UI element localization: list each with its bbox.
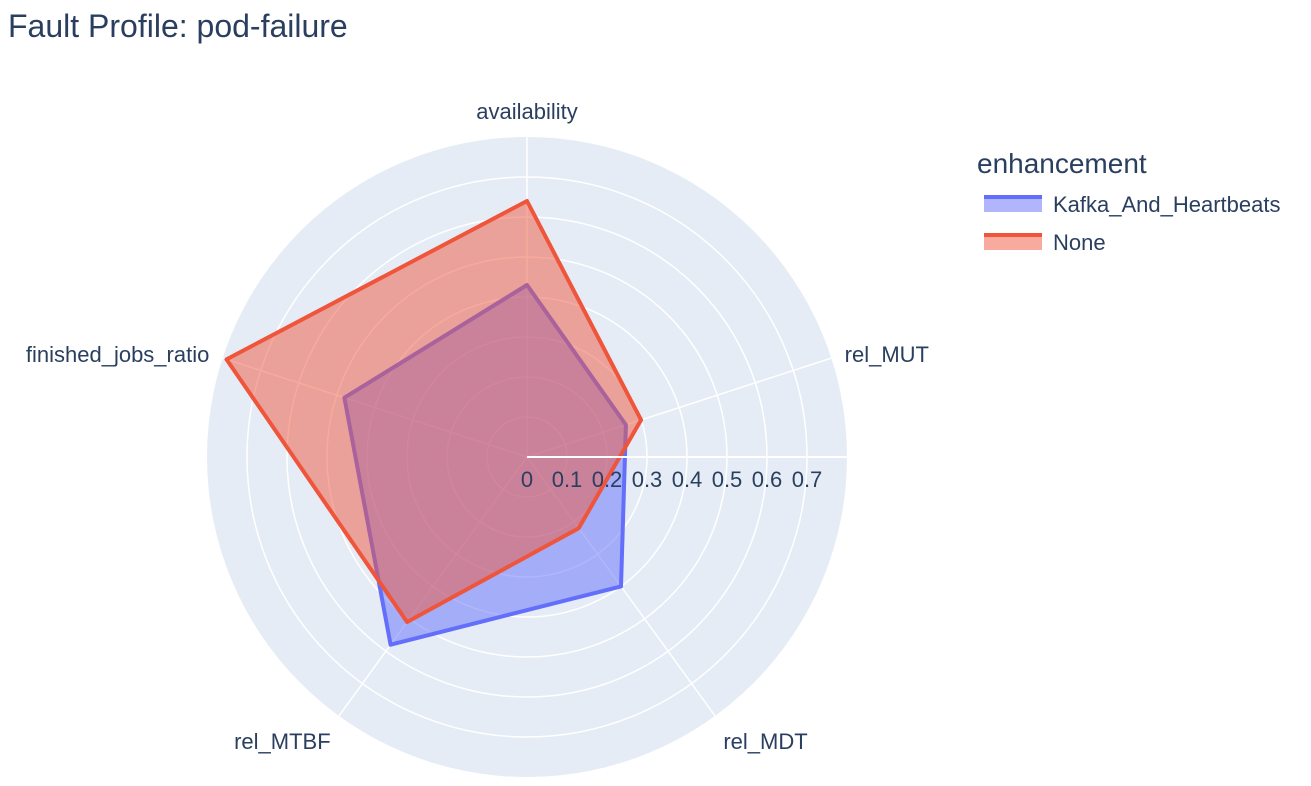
polar-plot-area: 0 0.1 0.2 0.3 0.4 0.5 0.6 0.7 availability rel_M… [26,99,929,777]
legend-swatch [984,196,1042,212]
angular-axis-labels: availability rel_MUT rel_MDT rel_MTBF finish… [26,99,929,754]
radial-tick-label: 0 [521,467,533,492]
radial-tick-label: 0.5 [712,467,743,492]
radial-tick-label: 0.7 [792,467,823,492]
axis-label-rel-mut: rel_MUT [845,342,929,367]
legend-item-none[interactable]: None [984,230,1106,255]
legend-swatch [984,234,1042,250]
legend-title: enhancement [977,148,1147,179]
legend-item-kafka-and-heartbeats[interactable]: Kafka_And_Heartbeats [984,192,1281,217]
chart-title: Fault Profile: pod-failure [8,8,348,44]
axis-label-rel-mdt: rel_MDT [723,729,807,754]
radial-tick-label: 0.6 [752,467,783,492]
legend: enhancement Kafka_And_Heartbeats None [977,148,1281,255]
radial-axis: 0 0.1 0.2 0.3 0.4 0.5 0.6 0.7 [521,456,847,492]
series-none-area [224,199,644,624]
legend-label: None [1053,230,1106,255]
radial-tick-label: 0.2 [592,467,623,492]
radial-tick-label: 0.1 [552,467,583,492]
legend-label: Kafka_And_Heartbeats [1053,192,1281,217]
radial-tick-label: 0.4 [672,467,703,492]
axis-label-rel-mtbf: rel_MTBF [234,729,331,754]
axis-label-availability: availability [476,99,578,124]
axis-label-finished-jobs-ratio: finished_jobs_ratio [26,342,209,367]
series-layer [224,199,644,647]
radial-tick-label: 0.3 [632,467,663,492]
